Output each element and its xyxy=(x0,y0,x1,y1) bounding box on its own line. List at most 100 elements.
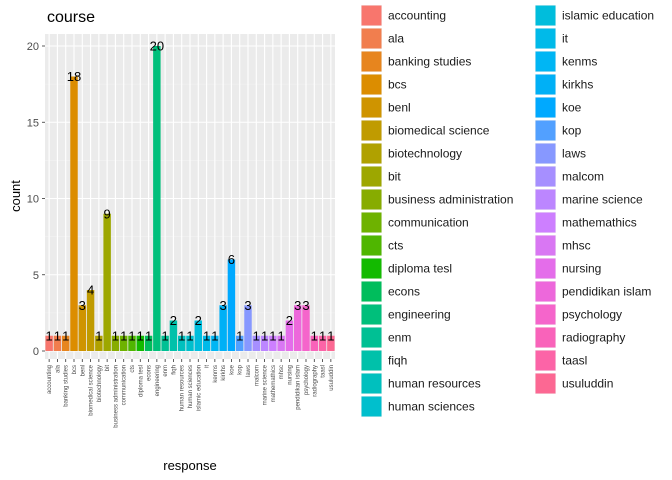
bar-usuluddin xyxy=(327,335,335,351)
bar-human-resources xyxy=(177,335,186,351)
x-tick-label: accounting xyxy=(47,365,53,394)
legend-label: biotechnology xyxy=(388,147,462,161)
legend-label: radiography xyxy=(562,331,625,345)
legend-key-swatch xyxy=(535,74,556,95)
x-tick-label: biomedical science xyxy=(89,364,95,415)
legend-label: islamic education xyxy=(562,9,654,23)
x-tick-label: human resources xyxy=(180,365,186,411)
legend-key-swatch xyxy=(535,189,556,210)
data-label: 1 xyxy=(311,328,318,343)
legend-key-swatch xyxy=(361,258,382,279)
data-label: 18 xyxy=(67,69,81,84)
bar-marine-science xyxy=(260,335,269,351)
legend-label: bcs xyxy=(388,78,407,92)
data-label: 1 xyxy=(178,328,185,343)
bar-kenms xyxy=(211,335,219,351)
x-tick-label: taasl xyxy=(321,365,327,378)
legend-key-swatch xyxy=(361,143,382,164)
data-label: 2 xyxy=(286,313,293,328)
data-label: 3 xyxy=(244,298,251,313)
legend-label: banking studies xyxy=(388,55,471,69)
data-label: 1 xyxy=(319,328,326,343)
x-tick-label: marine science xyxy=(263,364,269,405)
data-label: 3 xyxy=(220,298,227,313)
y-tick-label: 20 xyxy=(27,41,39,53)
data-label: 1 xyxy=(269,328,276,343)
bar-biotechnology xyxy=(95,335,103,351)
y-axis: 0 5 10 15 20 xyxy=(27,41,45,358)
bar-radiography xyxy=(310,335,319,351)
data-label: 1 xyxy=(211,328,218,343)
legend-key-swatch xyxy=(535,143,556,164)
data-label: 1 xyxy=(145,328,152,343)
bar-islamic-education xyxy=(194,320,203,351)
data-label: 4 xyxy=(87,283,94,298)
data-label: 1 xyxy=(120,328,127,343)
bar-cts xyxy=(128,335,136,351)
data-label: 3 xyxy=(302,298,309,313)
y-tick-label: 0 xyxy=(33,346,39,358)
legend-label: engineering xyxy=(388,308,451,322)
y-tick-label: 5 xyxy=(33,270,39,282)
bar-taasl xyxy=(318,335,327,351)
data-label: 1 xyxy=(278,328,285,343)
x-tick-label: enm xyxy=(163,365,169,377)
legend-label: benl xyxy=(388,101,411,115)
x-tick-label: pendidikan islam xyxy=(296,365,302,410)
data-label: 1 xyxy=(95,328,102,343)
bar-malcom xyxy=(252,335,261,351)
legend-key-swatch xyxy=(361,281,382,302)
legend-key-swatch xyxy=(361,235,382,256)
legend-key-swatch xyxy=(361,189,382,210)
x-axis-title: response xyxy=(163,458,216,473)
legend-key-swatch xyxy=(535,97,556,118)
legend-key-swatch xyxy=(535,212,556,233)
legend-key-swatch xyxy=(535,235,556,256)
legend-label: fiqh xyxy=(388,354,407,368)
x-tick-label: laws xyxy=(246,365,252,377)
legend-key-swatch xyxy=(361,120,382,141)
legend-label: it xyxy=(562,32,569,46)
bar-mathemathics xyxy=(269,335,277,351)
bar-benl xyxy=(78,305,87,351)
data-label: 1 xyxy=(186,328,193,343)
legend-key-swatch xyxy=(361,97,382,118)
bar-psychology xyxy=(302,305,310,351)
legend-key-swatch xyxy=(361,212,382,233)
legend-key-swatch xyxy=(535,350,556,371)
bar-engineering xyxy=(153,46,161,351)
bar-communication xyxy=(119,335,128,351)
legend-label: pendidikan islam xyxy=(562,285,651,299)
data-label: 20 xyxy=(150,39,164,54)
legend-key-swatch xyxy=(535,373,556,394)
bar-nursing xyxy=(285,320,294,351)
x-tick-label: psychology xyxy=(304,365,310,395)
legend-key-swatch xyxy=(535,51,556,72)
legend-key-swatch xyxy=(535,258,556,279)
data-label: 3 xyxy=(294,298,301,313)
bar-laws xyxy=(244,305,252,351)
bar-kop xyxy=(235,335,244,351)
legend-key-swatch xyxy=(361,304,382,325)
legend-label: laws xyxy=(562,147,586,161)
bar-banking-studies xyxy=(61,335,70,351)
x-tick-label: kenms xyxy=(213,365,219,383)
legend-label: psychology xyxy=(562,308,622,322)
legend-key-swatch xyxy=(361,74,382,95)
legend-label: human sciences xyxy=(388,400,475,414)
x-tick-label: usuluddin xyxy=(329,365,335,391)
data-label: 9 xyxy=(104,206,111,221)
chart-title: course xyxy=(47,9,95,26)
bar-diploma-tesl xyxy=(136,335,145,351)
y-tick-label: 15 xyxy=(27,117,39,129)
data-label: 1 xyxy=(327,328,334,343)
legend-label: kirkhs xyxy=(562,78,593,92)
data-label: 1 xyxy=(261,328,268,343)
legend-key-swatch xyxy=(535,304,556,325)
x-tick-label: ala xyxy=(55,364,61,373)
legend-key-swatch xyxy=(535,327,556,348)
bar-bcs xyxy=(70,76,78,351)
legend-label: accounting xyxy=(388,9,446,23)
legend-label: ala xyxy=(388,32,404,46)
data-label: 1 xyxy=(162,328,169,343)
